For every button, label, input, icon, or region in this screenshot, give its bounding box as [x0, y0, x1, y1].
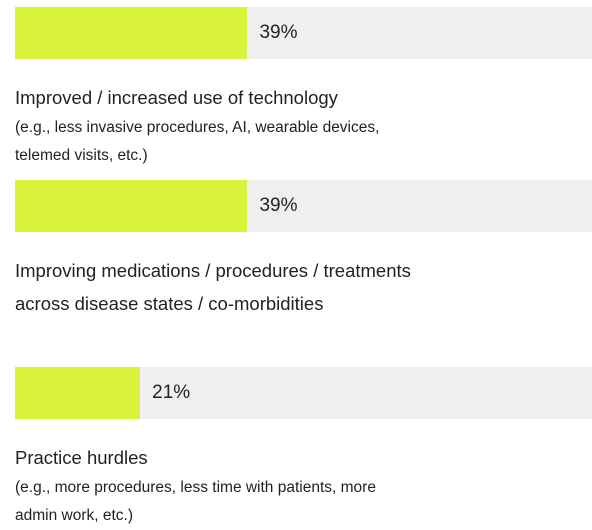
bar-track: 21% — [15, 367, 592, 419]
bar-track: 39% — [15, 180, 592, 232]
note-line: (e.g., more procedures, less time with p… — [15, 479, 376, 496]
bar — [15, 7, 248, 59]
note: (e.g., less invasive procedures, AI, wea… — [15, 114, 379, 170]
category-label: Improved / increased use of technology (e… — [15, 81, 379, 170]
category-line: Improving medications / procedures / tre… — [15, 260, 411, 281]
category-label: Improving medications / procedures / tre… — [15, 254, 411, 320]
note-line: (e.g., less invasive procedures, AI, wea… — [15, 119, 380, 136]
value-label: 21% — [152, 382, 191, 403]
category-line: Practice hurdles — [15, 447, 148, 468]
note-line: admin work, etc.) — [15, 507, 134, 524]
bar — [15, 367, 141, 419]
value-label: 39% — [259, 195, 298, 216]
note: (e.g., more procedures, less time with p… — [15, 474, 376, 530]
bar-track: 39% — [15, 7, 592, 59]
bar — [15, 180, 248, 232]
category-line: Improved / increased use of technology — [15, 87, 338, 108]
category-label: Practice hurdles (e.g., more procedures, … — [15, 441, 376, 530]
category-line: across disease states / co-morbidities — [15, 293, 324, 314]
note-line: telemed visits, etc.) — [15, 147, 148, 164]
value-label: 39% — [259, 22, 298, 43]
